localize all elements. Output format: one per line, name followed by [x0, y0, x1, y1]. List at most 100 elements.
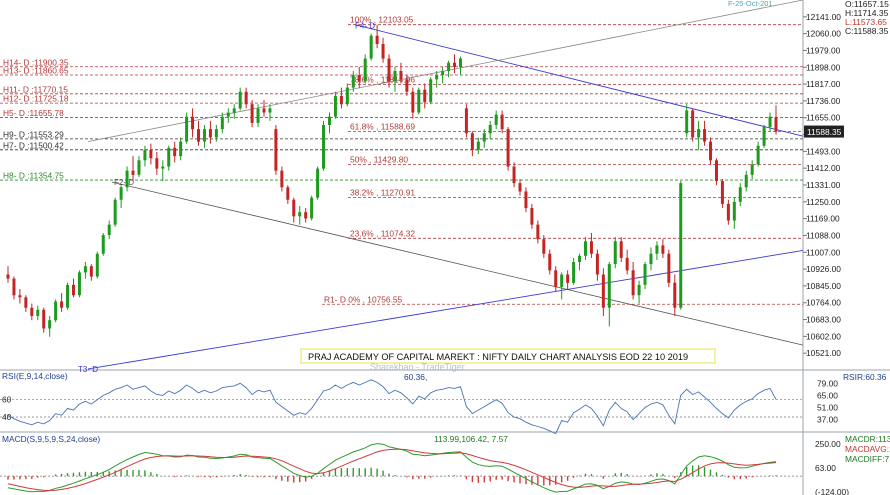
candle[interactable] — [345, 83, 349, 107]
candle[interactable] — [54, 299, 58, 323]
candle[interactable] — [357, 66, 361, 88]
candle[interactable] — [107, 220, 111, 240]
candle[interactable] — [476, 137, 480, 155]
candle[interactable] — [482, 129, 486, 148]
candle[interactable] — [83, 262, 87, 279]
candle[interactable] — [363, 54, 367, 84]
candle[interactable] — [405, 75, 409, 96]
candle[interactable] — [709, 137, 713, 165]
candle[interactable] — [762, 124, 766, 148]
candle[interactable] — [548, 249, 552, 275]
candle[interactable] — [298, 205, 302, 225]
candle[interactable] — [601, 268, 605, 317]
candle[interactable] — [286, 185, 290, 204]
candle[interactable] — [173, 141, 177, 163]
candle[interactable] — [774, 105, 778, 135]
candle[interactable] — [756, 141, 760, 167]
candle[interactable] — [583, 237, 587, 260]
candle[interactable] — [595, 249, 599, 281]
candle[interactable] — [202, 124, 206, 148]
candle[interactable] — [167, 145, 171, 171]
candle[interactable] — [697, 120, 701, 150]
candle[interactable] — [619, 237, 623, 263]
candle[interactable] — [441, 66, 445, 84]
candle[interactable] — [542, 235, 546, 258]
candle[interactable] — [351, 71, 355, 92]
candle[interactable] — [554, 266, 558, 292]
candle[interactable] — [500, 110, 504, 134]
macd-panel[interactable]: MACD(S,9,5,9,S,24,close) 113.99,106.42, 7… — [0, 434, 803, 493]
candle[interactable] — [322, 120, 326, 171]
candle[interactable] — [512, 162, 516, 188]
candle[interactable] — [387, 54, 391, 88]
candle[interactable] — [316, 166, 320, 200]
candle[interactable] — [744, 170, 748, 192]
candle[interactable] — [149, 143, 153, 165]
candle[interactable] — [726, 199, 730, 225]
candle[interactable] — [268, 104, 272, 121]
candle[interactable] — [643, 262, 647, 290]
candle[interactable] — [155, 151, 159, 175]
candle[interactable] — [381, 37, 385, 63]
candle[interactable] — [393, 66, 397, 92]
candle[interactable] — [274, 124, 278, 175]
candle[interactable] — [685, 104, 689, 138]
candle[interactable] — [530, 203, 534, 229]
candle[interactable] — [137, 156, 141, 177]
candle[interactable] — [560, 272, 564, 300]
candle[interactable] — [589, 232, 593, 258]
candle[interactable] — [280, 166, 284, 192]
candle[interactable] — [536, 220, 540, 244]
candle[interactable] — [24, 295, 28, 312]
candle[interactable] — [625, 249, 629, 275]
candle[interactable] — [423, 83, 427, 109]
candle[interactable] — [60, 293, 64, 312]
candle[interactable] — [506, 127, 510, 171]
rsi-panel[interactable]: 60 40 RSI(E,9,14,close) 60.36, — [0, 371, 803, 435]
candle[interactable] — [369, 33, 373, 61]
candle[interactable] — [464, 104, 468, 138]
candle[interactable] — [453, 54, 457, 74]
candle[interactable] — [232, 104, 236, 119]
candle[interactable] — [667, 249, 671, 287]
candle[interactable] — [12, 276, 16, 300]
candle[interactable] — [578, 253, 582, 271]
candle[interactable] — [637, 280, 641, 304]
candle[interactable] — [631, 262, 635, 300]
candle[interactable] — [179, 137, 183, 161]
candle[interactable] — [738, 183, 742, 206]
candle[interactable] — [691, 108, 695, 142]
candle[interactable] — [304, 208, 308, 223]
candle[interactable] — [524, 187, 528, 213]
candle[interactable] — [673, 274, 677, 317]
candle[interactable] — [119, 185, 123, 209]
candle[interactable] — [185, 112, 189, 144]
candle[interactable] — [435, 71, 439, 88]
candle[interactable] — [101, 232, 105, 256]
candle[interactable] — [494, 110, 498, 130]
candle[interactable] — [339, 87, 343, 109]
candle[interactable] — [292, 197, 296, 223]
candle[interactable] — [89, 264, 93, 281]
candle[interactable] — [447, 60, 451, 78]
candle[interactable] — [411, 87, 415, 119]
candle[interactable] — [327, 112, 331, 134]
candle[interactable] — [518, 178, 522, 196]
candle[interactable] — [768, 112, 772, 132]
candle[interactable] — [244, 87, 248, 109]
candle[interactable] — [262, 100, 266, 117]
candle[interactable] — [399, 62, 403, 84]
candle[interactable] — [71, 278, 75, 298]
candle[interactable] — [66, 282, 70, 310]
candle[interactable] — [750, 160, 754, 179]
candle[interactable] — [703, 120, 707, 146]
candle[interactable] — [197, 120, 201, 146]
candle[interactable] — [470, 131, 474, 157]
candle[interactable] — [310, 195, 314, 221]
candle[interactable] — [649, 247, 653, 271]
candle[interactable] — [226, 108, 230, 123]
candle[interactable] — [714, 158, 718, 186]
candle[interactable] — [661, 239, 665, 258]
candle[interactable] — [125, 166, 129, 192]
